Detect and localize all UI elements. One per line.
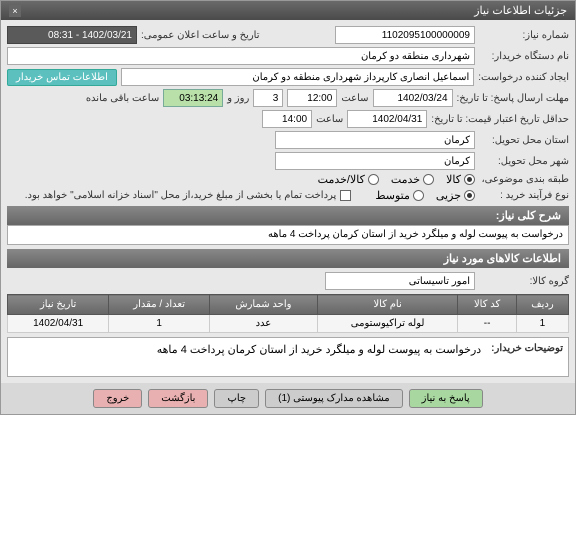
buyer-org-label: نام دستگاه خریدار: [479,51,569,62]
radio-medium[interactable]: متوسط [375,189,424,202]
need-desc-title: شرح کلی نیاز: [496,210,561,222]
row-credit-date: حداقل تاریخ اعتبار قیمت: تا تاریخ: 1402/… [7,110,569,128]
radio-medium-icon [413,190,424,201]
radio-both[interactable]: کالا/خدمت [318,173,379,186]
announce-date-field: 1402/03/21 - 08:31 [7,26,137,44]
response-time-field: 12:00 [287,89,337,107]
goods-table: ردیف کد کالا نام کالا واحد شمارش تعداد /… [7,294,569,333]
purchase-type-label: نوع فرآیند خرید : [479,190,569,201]
buyer-desc-text: درخواست به پیوست لوله و میلگرد خرید از ا… [157,343,481,371]
radio-both-icon [368,174,379,185]
days-value-field: 3 [253,89,283,107]
row-purchase-type: نوع فرآیند خرید : جزیی متوسط پرداخت تمام… [7,189,569,202]
row-need-number: شماره نیاز: 1102095100000009 تاریخ و ساع… [7,26,569,44]
row-goods-group: گروه کالا: امور تاسیساتی [7,272,569,290]
attachments-button[interactable]: مشاهده مدارک پیوستی (1) [265,389,403,408]
countdown-field: 03:13:24 [163,89,223,107]
goods-group-label: گروه کالا: [479,276,569,287]
credit-time-field: 14:00 [262,110,312,128]
th-goods-name: نام کالا [317,295,457,315]
row-requester: ایجاد کننده درخواست: اسماعیل انصاری کارپ… [7,68,569,86]
close-icon[interactable]: × [9,5,21,17]
radio-both-label: کالا/خدمت [318,173,365,186]
radio-partial-icon [464,190,475,201]
credit-date-field: 1402/04/31 [347,110,427,128]
td-goods-name: لوله تراکیوستومی [317,315,457,333]
td-row: 1 [516,315,568,333]
time-label-1: ساعت [341,93,368,104]
section-need-desc: شرح کلی نیاز: [7,206,569,225]
th-need-date: تاریخ نیاز [8,295,109,315]
radio-service-icon [423,174,434,185]
announce-date-label: تاریخ و ساعت اعلان عمومی: [141,30,260,41]
th-row: ردیف [516,295,568,315]
back-button[interactable]: بازگشت [148,389,208,408]
row-deadline: مهلت ارسال پاسخ: تا تاریخ: 1402/03/24 سا… [7,89,569,107]
province-field: کرمان [275,131,475,149]
row-category: طبقه بندی موضوعی، کالا خدمت کالا/خدمت [7,173,569,186]
radio-goods[interactable]: کالا [446,173,475,186]
exit-button[interactable]: خروج [93,389,142,408]
need-desc-text: درخواست به پیوست لوله و میلگرد خرید از ا… [7,225,569,245]
th-quantity: تعداد / مقدار [109,295,210,315]
category-radio-group: کالا خدمت کالا/خدمت [318,173,475,186]
province-label: استان محل تحویل: [479,135,569,146]
time-label-2: ساعت [316,114,343,125]
row-buyer-org: نام دستگاه خریدار: شهرداری منطقه دو کرما… [7,47,569,65]
requester-label: ایجاد کننده درخواست: [478,72,569,83]
row-province: استان محل تحویل: کرمان [7,131,569,149]
radio-service-label: خدمت [391,173,420,186]
td-quantity: 1 [109,315,210,333]
table-row[interactable]: 1 -- لوله تراکیوستومی عدد 1 1402/04/31 [8,315,569,333]
goods-group-field: امور تاسیساتی [325,272,475,290]
deadline-label: مهلت ارسال پاسخ: تا تاریخ: [457,93,569,104]
payment-note: پرداخت تمام یا بخشی از مبلغ خرید،از محل … [25,190,337,201]
th-unit: واحد شمارش [209,295,317,315]
purchase-type-radio-group: جزیی متوسط [375,189,475,202]
response-date-field: 1402/03/24 [373,89,453,107]
buyer-desc-box: توضیحات خریدار: درخواست به پیوست لوله و … [7,337,569,377]
td-goods-code: -- [458,315,517,333]
section-goods-info: اطلاعات کالاهای مورد نیاز [7,249,569,268]
remaining-label: ساعت باقی مانده [86,93,159,104]
td-need-date: 1402/04/31 [8,315,109,333]
th-goods-code: کد کالا [458,295,517,315]
buyer-org-field: شهرداری منطقه دو کرمان [7,47,475,65]
main-panel: جزئیات اطلاعات نیاز × شماره نیاز: 110209… [0,0,576,415]
contact-buyer-button[interactable]: اطلاعات تماس خریدار [7,69,117,86]
panel-title: جزئیات اطلاعات نیاز [474,4,567,17]
td-unit: عدد [209,315,317,333]
need-number-field: 1102095100000009 [335,26,475,44]
goods-info-title: اطلاعات کالاهای مورد نیاز [444,253,561,265]
radio-medium-label: متوسط [375,189,410,202]
row-city: شهر محل تحویل: کرمان [7,152,569,170]
radio-partial-label: جزیی [436,189,461,202]
city-label: شهر محل تحویل: [479,156,569,167]
footer-buttons: پاسخ به نیاز مشاهده مدارک پیوستی (1) چاپ… [1,383,575,414]
credit-date-label: حداقل تاریخ اعتبار قیمت: تا تاریخ: [431,114,569,125]
radio-goods-icon [464,174,475,185]
panel-header: جزئیات اطلاعات نیاز × [1,1,575,20]
category-label: طبقه بندی موضوعی، [479,174,569,185]
print-button[interactable]: چاپ [214,389,259,408]
requester-field: اسماعیل انصاری کارپرداز شهرداری منطقه دو… [121,68,474,86]
need-number-label: شماره نیاز: [479,30,569,41]
days-label: روز و [227,93,249,104]
radio-service[interactable]: خدمت [391,173,434,186]
buyer-desc-label: توضیحات خریدار: [491,343,563,371]
payment-checkbox[interactable] [340,190,351,201]
table-header-row: ردیف کد کالا نام کالا واحد شمارش تعداد /… [8,295,569,315]
radio-goods-label: کالا [446,173,461,186]
radio-partial[interactable]: جزیی [436,189,475,202]
respond-button[interactable]: پاسخ به نیاز [409,389,483,408]
panel-body: شماره نیاز: 1102095100000009 تاریخ و ساع… [1,20,575,383]
city-field: کرمان [275,152,475,170]
